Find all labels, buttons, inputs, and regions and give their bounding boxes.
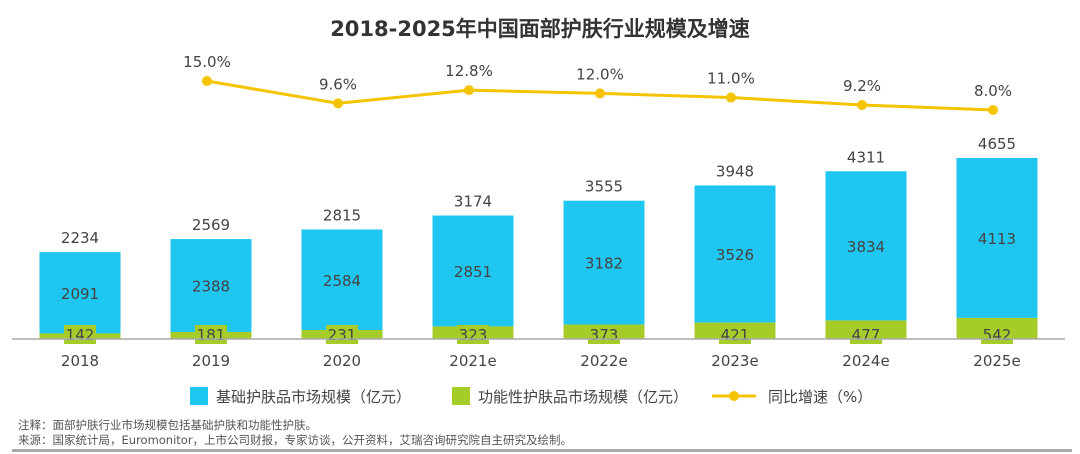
legend-marker-growth — [729, 391, 739, 401]
bar-label-basic: 2388 — [192, 278, 230, 296]
bar-label-functional: 421 — [721, 326, 750, 344]
growth-point — [333, 98, 343, 109]
chart-note: 注释：面部护肤行业市场规模包括基础护肤和功能性护肤。 — [18, 418, 317, 432]
bar-label-functional: 477 — [852, 326, 881, 344]
growth-point — [464, 85, 474, 96]
growth-point — [202, 76, 212, 86]
x-tick-label: 2024e — [842, 352, 889, 370]
chart-title: 2018-2025年中国面部护肤行业规模及增速 — [330, 17, 750, 41]
legend-label-growth: 同比增速（%） — [768, 388, 872, 406]
bar-label-basic: 2091 — [61, 285, 99, 303]
bar-label-basic: 3834 — [847, 238, 885, 256]
bar-label-functional: 323 — [459, 326, 488, 344]
bar-basic — [301, 229, 383, 331]
growth-point — [595, 88, 605, 99]
bar-basic — [432, 215, 514, 327]
bar-label-basic: 4113 — [978, 230, 1016, 248]
growth-label: 15.0% — [183, 53, 231, 71]
total-label: 2815 — [323, 206, 361, 224]
bar-basic — [563, 200, 645, 325]
bar-label-functional: 142 — [66, 326, 95, 344]
x-tick-label: 2023e — [711, 352, 758, 370]
bar-label-basic: 2851 — [454, 263, 492, 281]
x-tick-label: 2020 — [323, 352, 361, 370]
growth-label: 8.0% — [974, 82, 1012, 100]
total-label: 3174 — [454, 193, 492, 211]
growth-label: 9.6% — [319, 75, 357, 93]
x-tick-label: 2018 — [61, 352, 99, 370]
legend-swatch-basic — [190, 387, 208, 405]
total-label: 2569 — [192, 216, 230, 234]
bar-label-functional: 542 — [983, 326, 1012, 344]
x-tick-label: 2019 — [192, 352, 230, 370]
bar-label-basic: 3182 — [585, 255, 623, 273]
bar-label-functional: 373 — [590, 326, 619, 344]
bar-basic — [170, 239, 252, 332]
total-label: 2234 — [61, 229, 99, 247]
bar-basic — [825, 171, 907, 321]
total-label: 4311 — [847, 148, 885, 166]
bar-label-basic: 3526 — [716, 246, 754, 264]
growth-label: 11.0% — [707, 70, 755, 88]
bar-label-basic: 2584 — [323, 272, 361, 290]
bar-label-functional: 181 — [197, 326, 226, 344]
x-tick-label: 2025e — [973, 352, 1020, 370]
legend-label-functional: 功能性护肤品市场规模（亿元） — [478, 388, 688, 406]
total-label: 4655 — [978, 135, 1016, 153]
bottom-divider — [12, 449, 1072, 452]
growth-point — [726, 92, 736, 103]
growth-label: 12.0% — [576, 65, 624, 83]
bar-basic — [956, 157, 1038, 318]
chart-source: 来源：国家统计局，Euromonitor，上市公司财报，专家访谈，公开资料，艾瑞… — [18, 433, 573, 447]
total-label: 3948 — [716, 162, 754, 180]
legend-swatch-functional — [452, 387, 470, 405]
bar-basic — [39, 252, 121, 334]
legend-label-basic: 基础护肤品市场规模（亿元） — [216, 388, 411, 406]
growth-point — [988, 104, 998, 115]
x-tick-label: 2022e — [580, 352, 627, 370]
growth-point — [857, 100, 867, 111]
x-tick-label: 2021e — [449, 352, 496, 370]
growth-label: 12.8% — [445, 62, 493, 80]
growth-label: 9.2% — [843, 77, 881, 95]
bar-label-functional: 231 — [328, 326, 357, 344]
total-label: 3555 — [585, 178, 623, 196]
bar-basic — [694, 185, 776, 323]
